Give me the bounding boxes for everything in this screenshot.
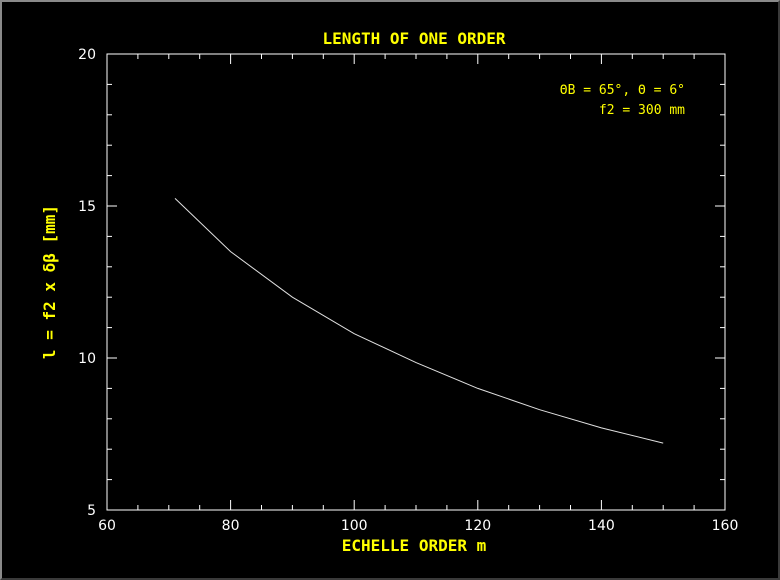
y-tick-label: 10 <box>78 351 96 367</box>
y-tick-labels: 5 10 15 20 <box>78 47 96 519</box>
series-line <box>174 198 664 444</box>
plot-area <box>106 53 726 511</box>
chart-title: LENGTH OF ONE ORDER <box>322 29 505 48</box>
annotation-line-1: ΘB = 65°, Θ = 6° <box>560 83 685 98</box>
x-tick-label: 80 <box>222 518 240 534</box>
x-tick-label: 120 <box>464 518 491 534</box>
tick-marks <box>106 53 726 511</box>
x-tick-label: 100 <box>341 518 368 534</box>
x-tick-labels: 60 80 100 120 140 160 <box>98 518 738 534</box>
x-tick-label: 140 <box>588 518 615 534</box>
annotation-line-2: f2 = 300 mm <box>599 103 685 118</box>
x-tick-label: 60 <box>98 518 116 534</box>
y-tick-label: 5 <box>87 503 96 519</box>
y-tick-label: 15 <box>78 199 96 215</box>
x-axis-label: ECHELLE ORDER m <box>342 536 487 555</box>
y-axis-label: l = f2 x δβ [mm] <box>40 205 59 359</box>
y-tick-label: 20 <box>78 47 96 63</box>
x-tick-label: 160 <box>712 518 739 534</box>
